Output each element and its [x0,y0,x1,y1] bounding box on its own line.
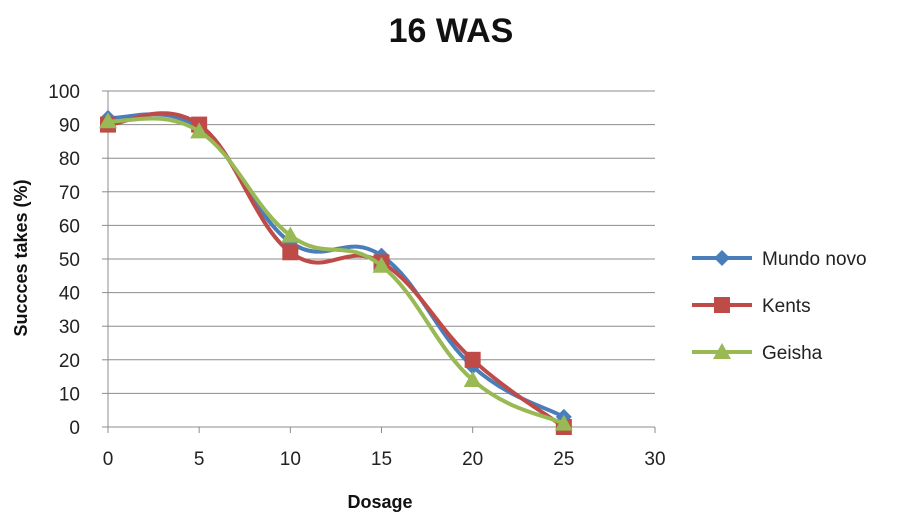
x-tick-labels: 0 5 10 15 20 25 30 [103,449,666,470]
y-tick-label: 80 [59,149,80,170]
data-point-kents [282,244,299,261]
y-axis-title: Succces takes (%) [11,179,31,336]
data-point-kents [464,351,481,368]
legend-marker-kents [714,297,730,313]
x-tick-label: 20 [462,449,483,470]
y-tick-label: 0 [69,418,80,439]
legend-label-geisha: Geisha [762,343,823,364]
y-tick-label: 90 [59,116,80,137]
x-axis-title: Dosage [347,492,412,512]
data-point-geisha [554,414,573,431]
y-tick-label: 30 [59,317,80,338]
legend-label-kents: Kents [762,296,811,317]
y-tick-label: 60 [59,216,80,237]
legend-marker-mundo-novo [714,250,730,266]
legend: Mundo novo Kents Geisha [692,249,867,364]
y-tick-label: 40 [59,284,80,305]
x-tick-label: 25 [553,449,574,470]
x-tick-label: 15 [371,449,392,470]
gridlines [108,90,655,394]
y-tick-labels: 0 10 20 30 40 50 60 70 80 90 100 [48,82,80,439]
x-tick-label: 10 [280,449,301,470]
x-tick-label: 0 [103,449,114,470]
legend-marker-geisha [713,343,731,359]
y-tick-label: 20 [59,351,80,372]
y-tick-label: 10 [59,384,80,405]
data-point-geisha [190,122,209,139]
x-tick-label: 30 [644,449,665,470]
y-tick-label: 50 [59,250,80,271]
y-tick-label: 70 [59,183,80,204]
legend-label-mundo-novo: Mundo novo [762,249,867,270]
y-tick-label: 100 [48,82,80,103]
series-line-kents [106,111,566,429]
series-geisha [99,112,573,431]
data-point-geisha [372,256,391,273]
data-point-geisha [463,370,482,387]
series-line-mundo-novo [106,112,566,419]
data-point-geisha [99,112,117,129]
chart-title: 16 WAS [389,12,514,50]
data-point-geisha [281,226,300,243]
series-mundo-novo [100,109,572,425]
series-group [99,109,573,435]
x-tick-label: 5 [194,449,205,470]
